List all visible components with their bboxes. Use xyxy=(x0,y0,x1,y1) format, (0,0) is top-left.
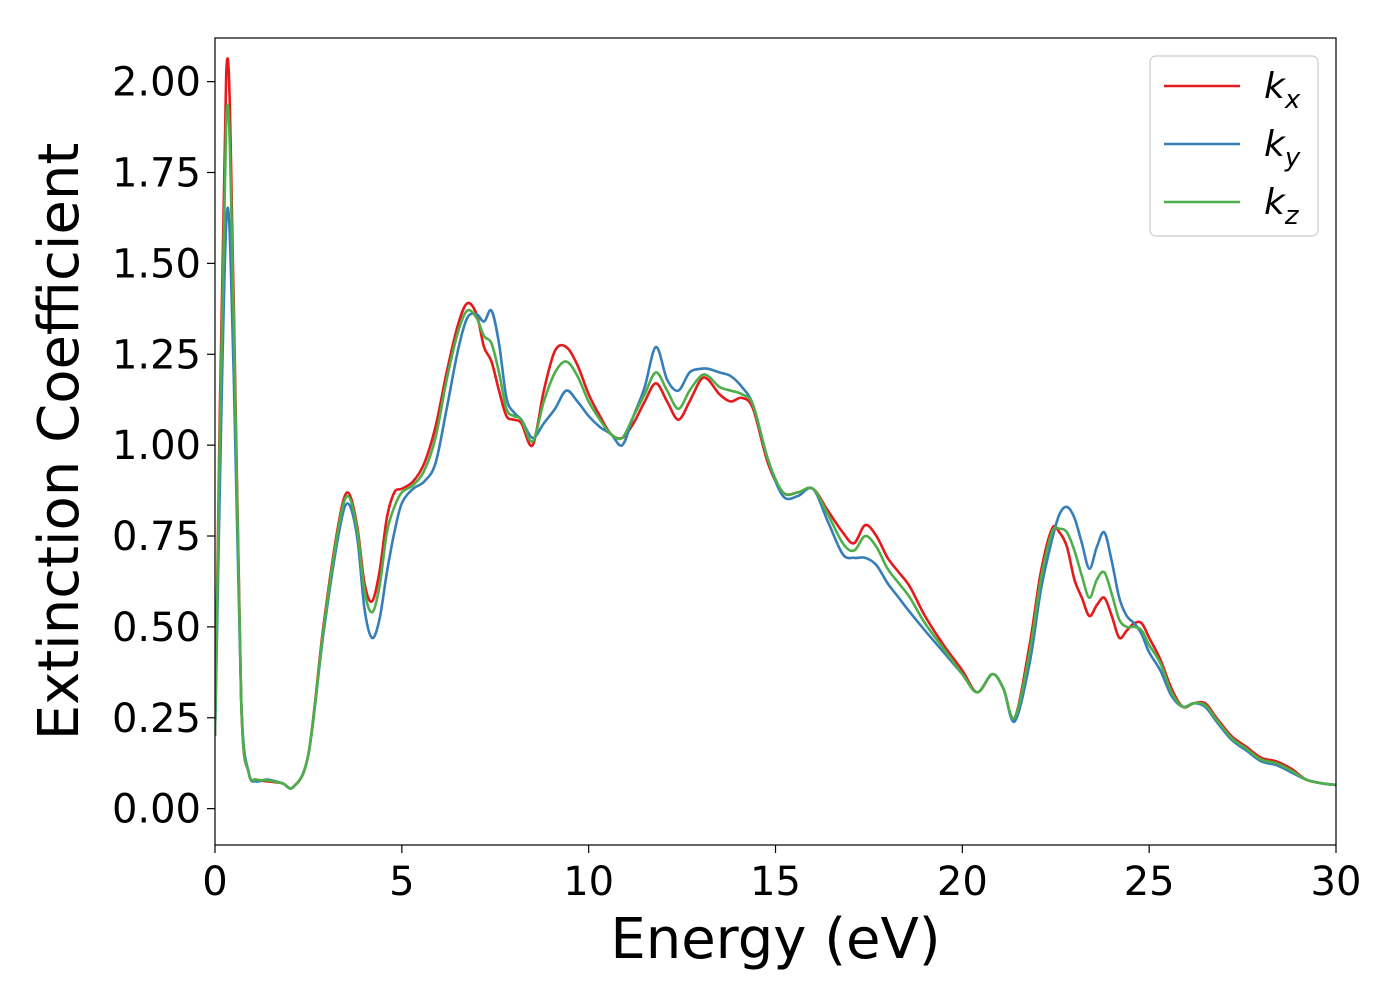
y-tick-label: 0.75 xyxy=(112,514,201,560)
legend-label-subscript: y xyxy=(1284,143,1301,173)
legend-label-base: k xyxy=(1264,182,1287,223)
x-tick-label: 0 xyxy=(202,859,227,905)
y-tick-label: 0.25 xyxy=(112,696,201,742)
y-axis-title: Extinction Coefficient xyxy=(27,143,92,741)
y-tick-label: 0.50 xyxy=(112,605,201,651)
series-layer xyxy=(215,57,1336,790)
y-tick-label: 1.00 xyxy=(112,423,201,469)
legend-label-base: k xyxy=(1264,66,1287,107)
y-tick-label: 1.25 xyxy=(112,332,201,378)
legend-label-base: k xyxy=(1264,124,1287,165)
y-axis: 0.00 0.25 0.50 0.75 1.00 1.25 1.50 1.75 2.00 xyxy=(112,60,215,833)
y-tick-label: 0.00 xyxy=(112,787,201,833)
x-tick-label: 10 xyxy=(563,859,614,905)
x-axis-title: Energy (eV) xyxy=(610,907,940,972)
series-line-ky xyxy=(215,206,1336,790)
y-tick-label: 2.00 xyxy=(112,60,201,106)
y-tick-label: 1.50 xyxy=(112,241,201,287)
x-tick-label: 20 xyxy=(937,859,988,905)
legend-label-subscript: x xyxy=(1284,85,1301,115)
x-tick-label: 5 xyxy=(389,859,414,905)
legend-box xyxy=(1149,55,1319,237)
legend-label-kx: kx xyxy=(1264,66,1301,115)
x-tick-label: 15 xyxy=(750,859,801,905)
y-tick-label: 1.75 xyxy=(112,151,201,197)
legend-label-kz: kz xyxy=(1264,182,1300,231)
legend-label-subscript: z xyxy=(1284,201,1300,231)
x-tick-label: 25 xyxy=(1124,859,1175,905)
x-axis: 0 5 10 15 20 25 30 xyxy=(202,845,1361,905)
x-tick-label: 30 xyxy=(1311,859,1362,905)
legend-label-ky: ky xyxy=(1264,124,1301,173)
series-line-kz xyxy=(215,103,1336,790)
